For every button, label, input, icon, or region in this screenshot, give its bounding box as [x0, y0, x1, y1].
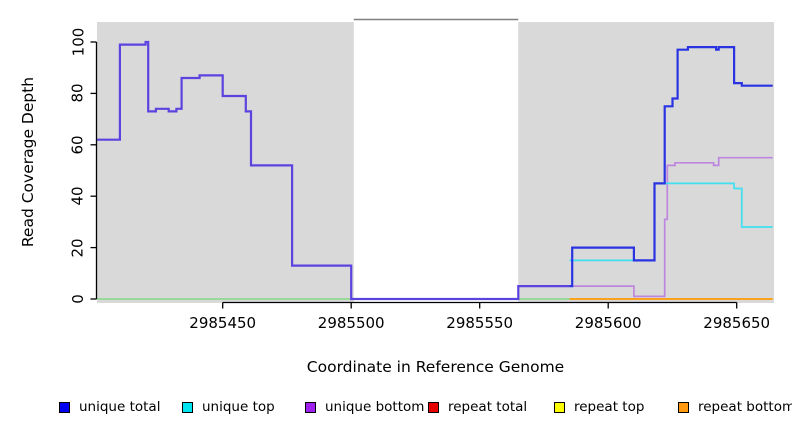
y-tick-label: 40 [58, 176, 98, 216]
legend-entry: unique bottom [305, 398, 424, 416]
legend-swatch-icon [678, 401, 689, 413]
x-tick-label: 2985650 [703, 314, 771, 332]
legend-swatch-icon [428, 401, 439, 413]
series-unique-bottom [569, 156, 773, 298]
series-unique-total-right- [569, 46, 773, 288]
legend-swatch-icon [305, 401, 316, 413]
series-unique-total-left-overlaps-unique-bottom- [96, 40, 570, 301]
y-tick-label: 80 [58, 73, 98, 113]
legend-swatch-icon [59, 401, 70, 413]
x-tick-label: 2985500 [317, 314, 385, 332]
legend-entry: unique top [182, 398, 275, 416]
y-tick-label-text: 0 [68, 294, 87, 304]
legend-label: repeat top [574, 399, 645, 415]
legend-label: repeat bottom [698, 399, 792, 415]
legend-label: unique total [79, 399, 161, 415]
y-tick-label-text: 40 [69, 186, 87, 206]
legend-entry: unique total [59, 398, 160, 416]
x-tick-label: 2985450 [189, 314, 257, 332]
legend-entry: repeat total [428, 398, 527, 416]
y-tick-label-text: 80 [69, 83, 87, 103]
x-tick-label: 2985550 [446, 314, 514, 332]
y-tick-label-text: 100 [68, 27, 87, 57]
y-tick-label-text: 20 [69, 238, 87, 258]
y-tick-label-text: 60 [69, 135, 87, 155]
y-tick-label: 100 [58, 22, 98, 62]
legend-entry: repeat top [554, 398, 644, 416]
y-axis-title: Read Coverage Depth [3, 42, 53, 282]
y-axis-title-text: Read Coverage Depth [19, 76, 37, 248]
legend-entry: repeat bottom [678, 398, 792, 416]
legend-swatch-icon [182, 401, 193, 413]
y-tick-label: 0 [58, 279, 98, 319]
x-tick-label: 2985600 [574, 314, 642, 332]
y-tick-label: 60 [58, 125, 98, 165]
legend-label: unique bottom [325, 399, 425, 415]
y-tick-label: 20 [58, 228, 98, 268]
legend-swatch-icon [554, 401, 565, 413]
legend-label: unique top [202, 399, 275, 415]
masked-gap-region [353, 22, 519, 303]
legend-label: repeat total [448, 399, 528, 415]
x-axis-title: Coordinate in Reference Genome [306, 358, 565, 376]
